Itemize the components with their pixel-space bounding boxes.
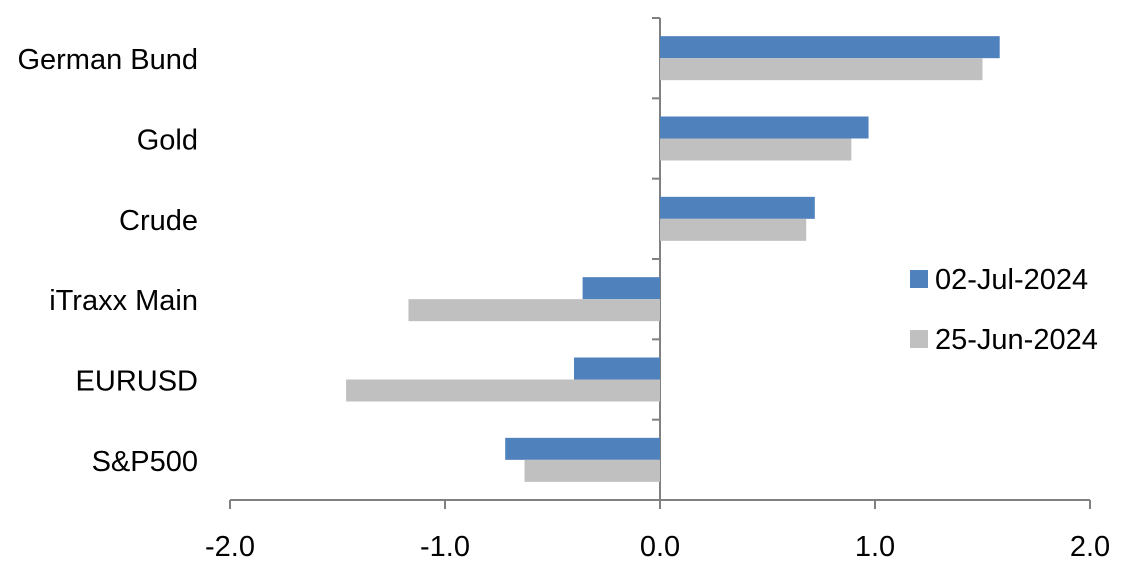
category-label: iTraxx Main	[49, 285, 198, 317]
bar-1-4	[346, 379, 660, 402]
category-label: EURUSD	[76, 366, 198, 398]
bar-1-3	[408, 299, 660, 322]
bar-0-4	[574, 357, 660, 380]
bar-1-1	[660, 138, 852, 161]
bar-1-2	[660, 218, 807, 241]
category-label: German Bund	[17, 44, 198, 76]
x-tick-label: 2.0	[1070, 531, 1110, 563]
x-tick-label: 0.0	[640, 531, 680, 563]
category-label: Gold	[137, 125, 198, 157]
bar-1-5	[524, 459, 660, 482]
bar-0-2	[660, 196, 815, 219]
bar-0-5	[505, 437, 660, 460]
bar-1-0	[660, 58, 983, 81]
legend-swatch	[910, 330, 928, 348]
x-tick-label: -1.0	[420, 531, 470, 563]
category-label: Crude	[119, 205, 198, 237]
bar-0-3	[582, 277, 660, 300]
bar-0-0	[660, 36, 1000, 59]
legend-swatch	[910, 270, 928, 288]
x-tick-label: -2.0	[205, 531, 255, 563]
category-label: S&P500	[92, 446, 198, 478]
x-tick-label: 1.0	[855, 531, 895, 563]
legend-label: 02-Jul-2024	[935, 264, 1088, 296]
legend-label: 25-Jun-2024	[935, 324, 1098, 356]
bar-0-1	[660, 116, 869, 139]
